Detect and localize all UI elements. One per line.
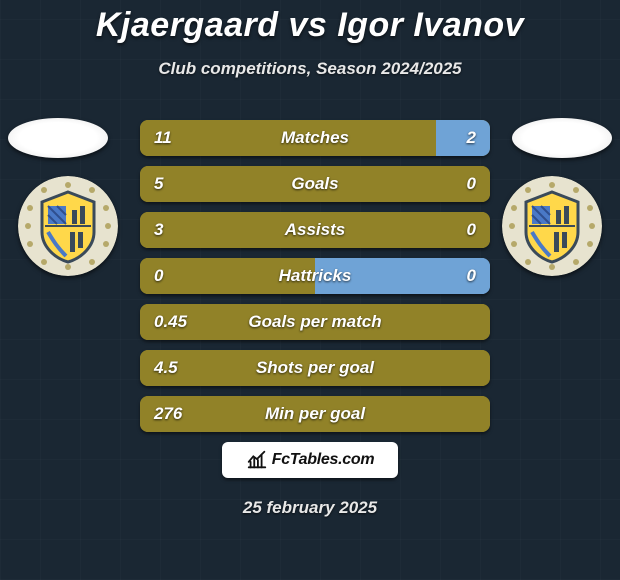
brand-badge: FcTables.com [222, 442, 398, 478]
stat-label: Goals per match [140, 304, 490, 340]
brand-text: FcTables.com [272, 451, 375, 469]
stat-label: Assists [140, 212, 490, 248]
stat-row: 30Assists [140, 212, 490, 248]
stat-row: 0.45Goals per match [140, 304, 490, 340]
comparison-rows: 112Matches 50Goals 30Assists 00Hattricks 0.4… [140, 120, 490, 442]
player-right-club-crest [502, 176, 602, 276]
stat-label: Shots per goal [140, 350, 490, 386]
stat-row: 00Hattricks [140, 258, 490, 294]
brand-chart-icon [246, 449, 268, 471]
page-title: Kjaergaard vs Igor Ivanov [0, 0, 620, 45]
page-subtitle: Club competitions, Season 2024/2025 [0, 59, 620, 79]
crest-left-svg [18, 176, 118, 276]
stat-label: Goals [140, 166, 490, 202]
stat-label: Min per goal [140, 396, 490, 432]
crest-right-svg [502, 176, 602, 276]
stat-row: 112Matches [140, 120, 490, 156]
stat-row: 50Goals [140, 166, 490, 202]
date-stamp: 25 february 2025 [0, 498, 620, 518]
stat-row: 276Min per goal [140, 396, 490, 432]
stat-label: Matches [140, 120, 490, 156]
player-right-avatar-placeholder [512, 118, 612, 158]
stat-label: Hattricks [140, 258, 490, 294]
player-left-avatar-placeholder [8, 118, 108, 158]
stat-row: 4.5Shots per goal [140, 350, 490, 386]
player-left-club-crest [18, 176, 118, 276]
